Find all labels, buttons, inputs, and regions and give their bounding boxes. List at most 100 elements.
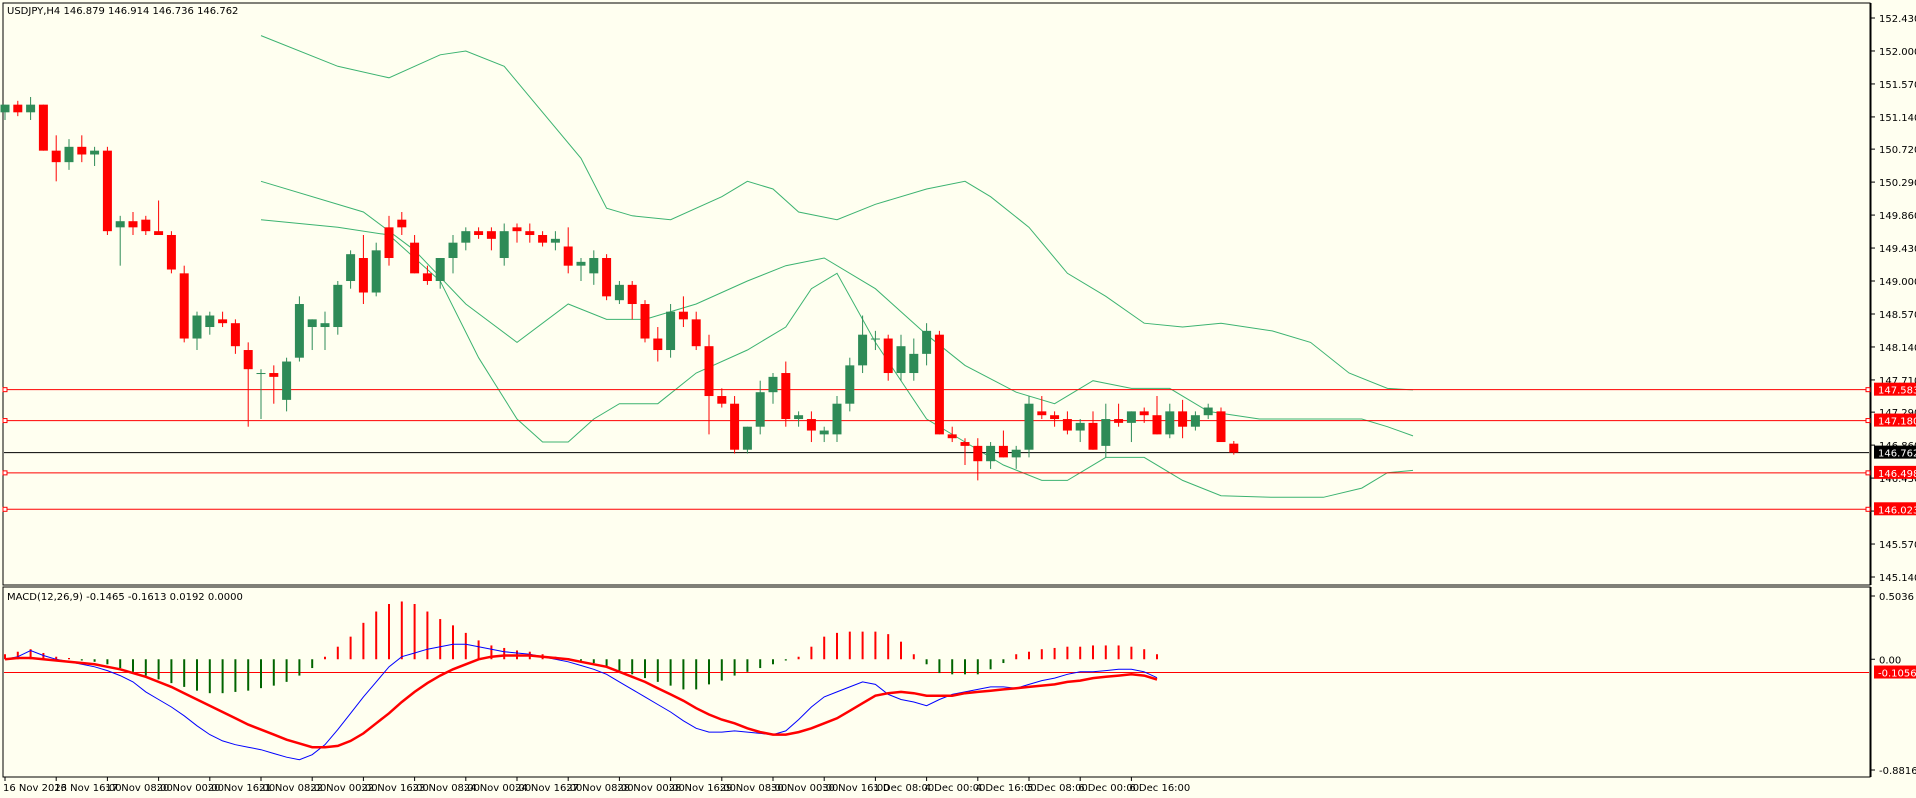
candle-body: [1216, 411, 1226, 443]
price-tick-label: 152.430: [1879, 14, 1916, 25]
time-tick-label: 4 Dec 00:00: [925, 783, 986, 794]
macd-panel-frame: [2, 586, 1871, 778]
candle: [0, 104, 10, 120]
macd-level-tag-bg: [1874, 665, 1916, 679]
macd-axis[interactable]: 0.5036 0.00 -0.8816 -0.1056: [1870, 587, 1916, 777]
candlesticks: [0, 96, 1239, 481]
candle: [602, 254, 612, 301]
candle: [77, 135, 87, 163]
candle: [384, 215, 394, 266]
hline-anchor-right-1[interactable]: [1865, 418, 1871, 424]
candle: [1062, 411, 1072, 435]
hline-anchor-right-3[interactable]: [1865, 506, 1871, 512]
candle: [346, 250, 356, 289]
candle-body: [781, 373, 791, 420]
price-axis[interactable]: 152.430 152.000 151.570 151.140 150.720 150.2…: [1870, 3, 1916, 585]
candle-body: [499, 231, 509, 259]
candle: [768, 373, 778, 404]
hline-anchor-left-3[interactable]: [2, 506, 8, 512]
candle: [666, 304, 676, 358]
candle: [1075, 419, 1085, 443]
candle: [90, 146, 100, 166]
candle-body: [102, 150, 112, 232]
candle-body: [832, 403, 842, 435]
price-panel-frame: [2, 2, 1871, 586]
time-tick-label: 30 Nov 16:00: [822, 783, 889, 794]
candle: [154, 200, 164, 236]
candle: [704, 334, 714, 435]
candle: [461, 227, 471, 251]
time-tick-label: 1 Dec 08:00: [873, 783, 934, 794]
candle: [1037, 396, 1047, 420]
price-tick-label: 149.430: [1879, 244, 1916, 255]
candle: [102, 146, 112, 236]
candle-body: [179, 273, 189, 339]
candle-body: [1190, 415, 1200, 427]
candle-body: [1178, 411, 1188, 427]
candle-body: [320, 323, 330, 328]
candle: [26, 96, 36, 120]
price-tag-bg: [1874, 382, 1916, 396]
candle-body: [717, 396, 727, 404]
candle-body: [269, 373, 279, 377]
time-tick-label: 30 Nov 00:00: [771, 783, 838, 794]
price-tick-label: 145.570: [1879, 540, 1916, 551]
candle-body: [1165, 411, 1175, 435]
candle-body: [1114, 419, 1124, 423]
candle-body: [563, 246, 573, 266]
candle-body: [154, 231, 164, 236]
candle-body: [1152, 415, 1162, 435]
candle: [38, 104, 48, 151]
candle: [832, 396, 842, 443]
candle-body: [666, 311, 676, 351]
time-tick-label: 20 Nov 16:00: [208, 783, 275, 794]
candle-body: [218, 319, 228, 324]
hline-anchor-left-0[interactable]: [2, 387, 8, 393]
candle: [397, 212, 407, 236]
hline-anchor-left-1[interactable]: [2, 418, 8, 424]
candle-body: [794, 415, 804, 420]
time-tick-label: 24 Nov 00:00: [464, 783, 531, 794]
hline-anchor-left-2[interactable]: [2, 470, 8, 476]
time-tick-label: 20 Nov 00:00: [157, 783, 224, 794]
candle-body: [410, 242, 420, 274]
hline-anchor-right-2[interactable]: [1865, 470, 1871, 476]
price-tick-label: 146.430: [1879, 474, 1916, 485]
candle-body: [1203, 407, 1213, 416]
candle-body: [819, 430, 829, 435]
price-tag: 146.498: [1878, 469, 1916, 480]
candle: [179, 265, 189, 343]
candle-body: [256, 373, 266, 375]
candle: [499, 223, 509, 266]
price-panel[interactable]: USDJPY,H4 146.879 146.914 146.736 146.76…: [0, 2, 1871, 586]
candle: [512, 223, 522, 243]
macd-panel[interactable]: MACD(12,26,9) -0.1465 -0.1613 0.0192 0.0…: [2, 586, 1871, 778]
time-tick-label: 29 Nov 08:00: [720, 783, 787, 794]
candle-body: [1075, 422, 1085, 431]
candle-body: [1050, 415, 1060, 420]
macd-tick-label: -0.8816: [1879, 766, 1916, 777]
price-tick-label: 148.140: [1879, 343, 1916, 354]
candle-body: [845, 365, 855, 404]
candle-body: [934, 334, 944, 435]
candle-body: [115, 221, 125, 228]
candle: [806, 411, 816, 443]
candle-body: [550, 238, 560, 243]
candle: [730, 396, 740, 454]
candle: [1203, 403, 1213, 420]
price-tick-label: 145.140: [1879, 573, 1916, 584]
candle-body: [141, 219, 151, 232]
macd-level-tag: -0.1056: [1878, 669, 1916, 680]
candle-body: [166, 235, 176, 270]
bollinger-bands: [260, 35, 1414, 498]
candle-body: [998, 445, 1008, 458]
candle-body: [333, 284, 343, 328]
candle: [230, 319, 240, 354]
price-tick-label: 151.570: [1879, 80, 1916, 91]
candle: [1152, 396, 1162, 435]
hline-anchor-right-0[interactable]: [1865, 387, 1871, 393]
candle-body: [90, 150, 100, 155]
